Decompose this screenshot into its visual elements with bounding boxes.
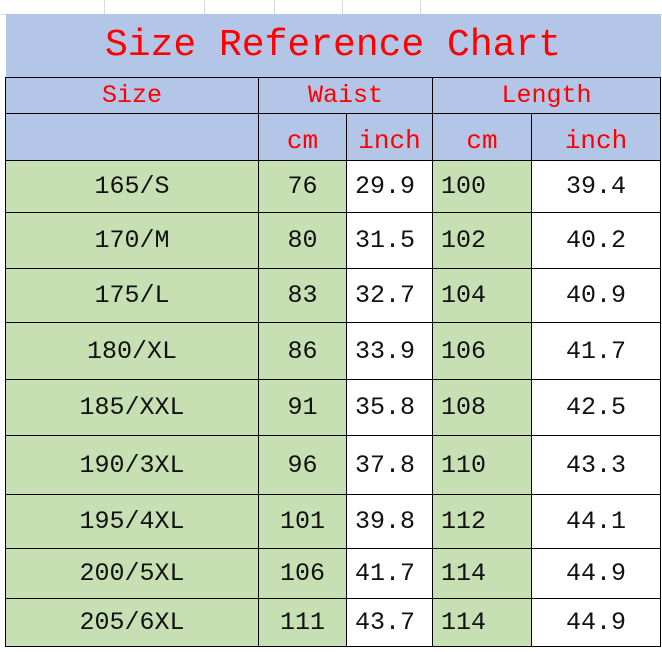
table-row: 200/5XL 106 41.7 114 44.9 bbox=[5, 548, 662, 599]
cell-waist-inch: 33.9 bbox=[346, 322, 433, 380]
cell-size: 170/M bbox=[5, 212, 259, 269]
size-chart-table: Size Reference Chart Size Waist Length c… bbox=[5, 14, 662, 647]
cell-waist-inch: 35.8 bbox=[346, 379, 433, 436]
header-length: Length bbox=[431, 77, 662, 114]
cell-waist-cm: 106 bbox=[258, 548, 347, 599]
table-row: 205/6XL 111 43.7 114 44.9 bbox=[5, 598, 662, 647]
spreadsheet-gridlines bbox=[0, 0, 662, 15]
title-row: Size Reference Chart bbox=[5, 14, 661, 78]
cell-length-inch: 40.9 bbox=[530, 268, 662, 323]
cell-waist-inch: 37.8 bbox=[346, 435, 433, 495]
cell-length-cm: 108 bbox=[432, 379, 532, 436]
cell-length-inch: 42.5 bbox=[530, 379, 662, 436]
cell-length-cm: 102 bbox=[432, 212, 532, 269]
cell-size: 165/S bbox=[5, 160, 259, 213]
subheader-waist-inch: inch bbox=[346, 113, 433, 161]
cell-waist-cm: 86 bbox=[258, 322, 347, 380]
cell-size: 175/L bbox=[5, 268, 259, 323]
cell-length-inch: 44.1 bbox=[530, 494, 662, 549]
table-row: 175/L 83 32.7 104 40.9 bbox=[5, 268, 662, 323]
header-size: Size bbox=[5, 77, 259, 114]
cell-length-inch: 44.9 bbox=[530, 598, 662, 647]
cell-waist-cm: 111 bbox=[258, 598, 347, 647]
cell-waist-inch: 41.7 bbox=[346, 548, 433, 599]
cell-waist-cm: 91 bbox=[258, 379, 347, 436]
table-row: 195/4XL 101 39.8 112 44.1 bbox=[5, 494, 662, 549]
cell-size: 195/4XL bbox=[5, 494, 259, 549]
cell-size: 185/XXL bbox=[5, 379, 259, 436]
chart-title: Size Reference Chart bbox=[5, 14, 661, 78]
cell-waist-cm: 80 bbox=[258, 212, 347, 269]
cell-length-cm: 114 bbox=[432, 548, 532, 599]
cell-size: 205/6XL bbox=[5, 598, 259, 647]
header-waist: Waist bbox=[258, 77, 433, 114]
cell-waist-inch: 29.9 bbox=[346, 160, 433, 213]
cell-length-cm: 112 bbox=[432, 494, 532, 549]
cell-size: 180/XL bbox=[5, 322, 259, 380]
cell-length-cm: 110 bbox=[432, 435, 532, 495]
cell-length-cm: 106 bbox=[432, 322, 532, 380]
subheader-length-cm: cm bbox=[432, 113, 532, 161]
cell-waist-cm: 101 bbox=[258, 494, 347, 549]
cell-length-inch: 41.7 bbox=[530, 322, 662, 380]
cell-waist-cm: 83 bbox=[258, 268, 347, 323]
subheader-waist-cm: cm bbox=[258, 113, 347, 161]
cell-length-cm: 104 bbox=[432, 268, 532, 323]
table-row: 180/XL 86 33.9 106 41.7 bbox=[5, 322, 662, 380]
header-row: Size Waist Length bbox=[5, 77, 662, 114]
cell-length-cm: 114 bbox=[432, 598, 532, 647]
cell-waist-inch: 43.7 bbox=[346, 598, 433, 647]
cell-length-inch: 44.9 bbox=[530, 548, 662, 599]
cell-waist-inch: 32.7 bbox=[346, 268, 433, 323]
table-row: 170/M 80 31.5 102 40.2 bbox=[5, 212, 662, 269]
table-row: 165/S 76 29.9 100 39.4 bbox=[5, 160, 662, 213]
cell-size: 200/5XL bbox=[5, 548, 259, 599]
cell-waist-inch: 31.5 bbox=[346, 212, 433, 269]
cell-length-inch: 39.4 bbox=[530, 160, 662, 213]
cell-size: 190/3XL bbox=[5, 435, 259, 495]
table-row: 190/3XL 96 37.8 110 43.3 bbox=[5, 435, 662, 495]
cell-length-inch: 40.2 bbox=[530, 212, 662, 269]
cell-waist-cm: 96 bbox=[258, 435, 347, 495]
table-row: 185/XXL 91 35.8 108 42.5 bbox=[5, 379, 662, 436]
subheader-empty bbox=[5, 113, 259, 161]
cell-waist-inch: 39.8 bbox=[346, 494, 433, 549]
subheader-row: cm inch cm inch bbox=[5, 113, 662, 161]
cell-length-cm: 100 bbox=[432, 160, 532, 213]
cell-waist-cm: 76 bbox=[258, 160, 347, 213]
cell-length-inch: 43.3 bbox=[530, 435, 662, 495]
subheader-length-inch: inch bbox=[530, 113, 662, 161]
